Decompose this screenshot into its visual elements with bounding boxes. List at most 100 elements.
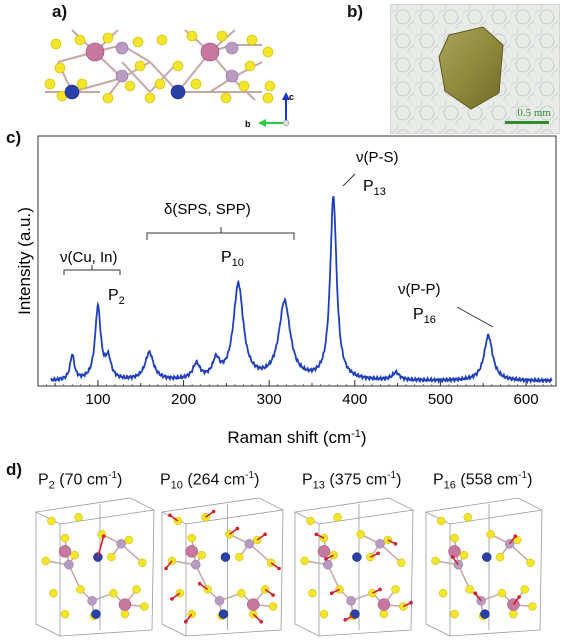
copper-atom xyxy=(91,609,101,619)
displacement-arrow-head xyxy=(168,513,172,518)
bond xyxy=(121,61,151,93)
sulfur-atom xyxy=(333,512,342,522)
bond xyxy=(379,543,402,564)
sulfur-atom xyxy=(308,588,317,598)
mode-p13-label: P xyxy=(302,471,313,489)
displacement-arrow-head xyxy=(513,534,518,538)
sulfur-atom xyxy=(102,92,114,104)
sulfur-atom xyxy=(49,588,58,598)
axis-b-label: b xyxy=(245,119,251,129)
sulfur-atom xyxy=(144,92,156,104)
bond xyxy=(120,543,143,564)
sulfur-atom xyxy=(124,80,136,92)
sulfur-atom xyxy=(300,556,309,566)
indium-atom xyxy=(58,545,72,558)
x-tick-label: 200 xyxy=(171,391,196,408)
mode-p16-sub: 16 xyxy=(443,479,456,492)
phosphorus-atom xyxy=(375,539,385,549)
mode-title-p16: P16 (558 cm-1) xyxy=(433,470,532,492)
sulfur-atom xyxy=(244,60,256,72)
sulfur-atom xyxy=(509,609,518,619)
x-tick-label: 300 xyxy=(257,391,282,408)
x-tick-label: 400 xyxy=(342,391,367,408)
sulfur-atom xyxy=(356,530,365,539)
mode-p13-sub: 13 xyxy=(312,479,325,492)
indium-atom xyxy=(118,598,132,611)
sulfur-atom xyxy=(132,585,141,594)
sulfur-atom xyxy=(107,552,116,562)
displacement-arrow-head xyxy=(517,595,521,599)
displacement-arrow-head xyxy=(184,619,188,624)
p10-sub: 10 xyxy=(232,257,244,269)
displacement-arrow-head xyxy=(343,618,348,622)
sulfur-atom xyxy=(379,609,389,619)
indium-atom xyxy=(317,545,331,558)
sulfur-atom xyxy=(60,609,70,619)
displacement-arrow-head xyxy=(378,587,382,592)
unit-cell-frame xyxy=(35,497,155,637)
p13-sub: 13 xyxy=(374,186,386,198)
annotation-p10: P10 xyxy=(221,249,244,269)
mode-p16-label: P xyxy=(433,471,444,489)
leader-pp xyxy=(456,306,494,328)
unit-cell-frame xyxy=(294,497,414,637)
mode-p13-close: ) xyxy=(396,471,402,489)
sulfur-atom xyxy=(197,550,206,560)
sulfur-atom xyxy=(220,92,232,104)
copper-atom xyxy=(170,84,186,100)
sulfur-atom xyxy=(44,78,56,90)
sulfur-atom xyxy=(520,585,530,594)
annotation-sps-spp-mode: δ(SPS, SPP) xyxy=(164,201,251,218)
annotation-p13: P13 xyxy=(363,178,386,198)
mode-p10-sup: -1 xyxy=(245,470,255,481)
scale-bar xyxy=(505,121,549,124)
sulfur-atom xyxy=(465,585,474,594)
indium-atom xyxy=(200,42,220,62)
sulfur-atom xyxy=(238,80,250,92)
phosphorus-atom xyxy=(115,41,129,55)
sulfur-atom xyxy=(235,552,244,562)
sulfur-atom xyxy=(431,556,440,566)
displacement-arrow-head xyxy=(170,597,174,601)
sulfur-atom xyxy=(391,585,400,594)
annotation-cu-in-mode: ν(Cu, In) xyxy=(60,249,118,266)
displacement-arrow-head xyxy=(409,600,413,605)
x-tick-label: 600 xyxy=(514,391,539,408)
phosphorus-atom xyxy=(115,69,129,83)
mode-p10-label: P xyxy=(160,471,171,489)
mode-p2-sub: 2 xyxy=(48,479,55,492)
displacement-arrow-head xyxy=(164,566,168,571)
p2-label: P xyxy=(108,287,119,304)
phosphorus-atom xyxy=(346,596,356,606)
displacement-arrow-head xyxy=(393,542,398,546)
phosphorus-atom xyxy=(64,559,74,570)
displacement-arrow-head xyxy=(259,619,263,624)
leader-ps xyxy=(342,173,356,187)
unit-cell-frame xyxy=(161,497,284,637)
sulfur-atom xyxy=(450,609,459,619)
sulfur-atom xyxy=(528,602,537,611)
phosphorus-atom xyxy=(214,596,225,606)
displacement-arrow-head xyxy=(271,593,275,597)
sulfur-atom xyxy=(74,34,86,46)
structure-axes-indicator: c b xyxy=(245,92,294,129)
p13-label: P xyxy=(363,178,374,195)
displacement-arrow-head xyxy=(263,532,267,537)
p16-label: P xyxy=(413,306,424,323)
sulfur-atom xyxy=(47,516,56,526)
mode-p16-detail: (558 cm xyxy=(455,471,519,489)
mode-title-p2: P2 (70 cm-1) xyxy=(38,470,122,492)
mode-p2-close: ) xyxy=(117,471,123,489)
displacement-arrow-head xyxy=(197,581,202,586)
sulfur-atom xyxy=(526,558,535,568)
p10-label: P xyxy=(221,249,232,266)
panel-label-b: b) xyxy=(347,2,364,21)
sulfur-atom xyxy=(50,38,62,50)
axis-c-label: c xyxy=(289,92,294,102)
annotation-ps-mode: ν(P-S) xyxy=(356,149,399,166)
unit-cell-1 xyxy=(35,497,155,637)
mode-title-p13: P13 (375 cm-1) xyxy=(302,470,401,492)
sulfur-atom xyxy=(237,588,246,598)
displacement-arrow-head xyxy=(450,555,455,559)
sulfur-atom xyxy=(319,609,329,619)
